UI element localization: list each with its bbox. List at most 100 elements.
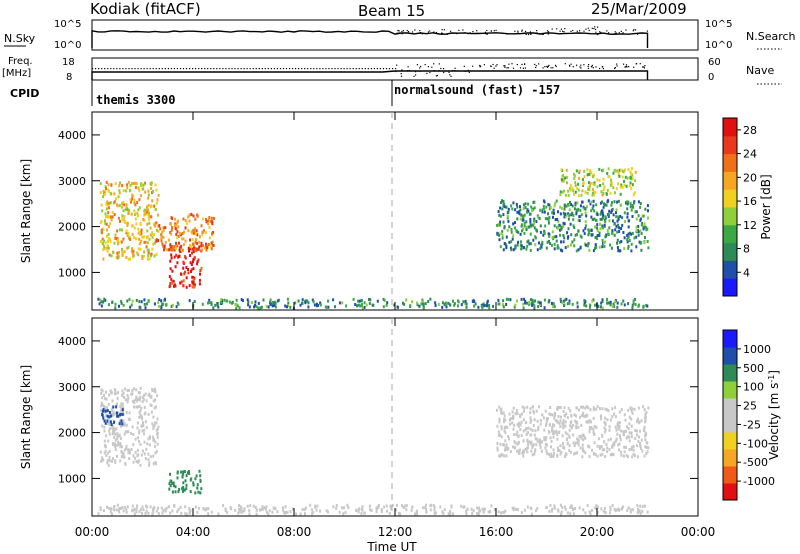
nsearch-point [612,33,614,35]
heatmap-cell [601,434,604,438]
nave-point [179,68,182,70]
heatmap-cell [601,193,604,197]
heatmap-cell [257,306,260,310]
heatmap-cell [107,183,110,187]
heatmap-cell [163,246,166,250]
heatmap-cell [586,503,589,507]
heatmap-cell [576,420,578,424]
heatmap-cell [543,232,546,235]
heatmap-cell [599,407,601,411]
nave-point [548,64,550,66]
heatmap-cell [161,242,164,246]
nave-point [185,68,188,70]
colorbar-swatch [723,483,737,501]
heatmap-cell [151,422,154,426]
nave-point [643,67,645,69]
heatmap-cell [503,242,506,246]
heatmap-cell [526,208,529,212]
nsearch-point [595,28,597,30]
heatmap-cell [104,443,107,447]
heatmap-cell [496,448,499,452]
heatmap-cell [579,415,582,419]
heatmap-cell [121,422,124,426]
heatmap-cell [107,206,110,210]
heatmap-cell [149,233,152,237]
heatmap-cell [131,389,134,393]
heatmap-cell [609,243,611,247]
heatmap-cell [643,454,646,458]
heatmap-cell [132,460,135,464]
nsearch-point [467,33,469,35]
heatmap-cell [522,418,525,422]
nsearch-point [646,30,648,32]
heatmap-cell [643,222,646,226]
heatmap-cell [590,215,593,219]
heatmap-cell [113,505,116,509]
heatmap-cell [150,181,153,185]
heatmap-cell [608,301,611,305]
heatmap-cell [599,217,602,221]
heatmap-cell [208,225,211,229]
heatmap-cell [140,182,143,186]
heatmap-cell [173,248,176,252]
nsky-label: N.Sky [4,32,36,45]
nave-point [295,68,297,70]
heatmap-cell [517,424,520,428]
heatmap-cell [568,428,571,432]
heatmap-cell [646,441,649,445]
heatmap-cell [120,240,123,244]
heatmap-cell [641,504,644,508]
heatmap-cell [129,451,131,455]
heatmap-cell [616,432,619,436]
heatmap-cell [121,184,124,188]
heatmap-cell [178,241,180,245]
heatmap-cell [521,229,523,233]
heatmap-cell [151,235,154,239]
heatmap-cell [593,173,596,177]
heatmap-cell [578,434,581,438]
heatmap-cell [522,306,525,310]
heatmap-cell [538,443,541,447]
heatmap-cell [100,408,103,412]
heatmap-cell [498,405,501,409]
nsearch-point [622,32,624,34]
nsearch-point [523,32,525,34]
heatmap-cell [175,305,178,309]
heatmap-cell [551,455,554,459]
heatmap-cell [143,440,146,444]
heatmap-cell [563,303,566,307]
heatmap-cell [605,442,608,446]
heatmap-cell [547,218,550,222]
heatmap-cell [482,510,485,514]
power-colorbar-swatches [723,118,737,297]
heatmap-cell [571,240,574,244]
heatmap-cell [157,239,159,242]
heatmap-cell [104,449,107,453]
heatmap-cell [635,245,638,249]
nsearch-point [486,33,488,35]
heatmap-cell [593,425,596,429]
heatmap-cell [566,416,569,420]
velocity-xlabel: Time UT [366,540,417,554]
heatmap-cell [587,186,590,190]
heatmap-cell [547,203,550,206]
heatmap-cell [108,432,111,436]
heatmap-cell [176,470,179,474]
heatmap-cell [535,220,538,224]
heatmap-cell [549,455,552,458]
nsearch-point [591,27,593,29]
heatmap-cell [141,257,144,260]
heatmap-cell [566,181,568,185]
heatmap-cell [559,233,561,237]
heatmap-cell [609,508,612,512]
heatmap-cell [127,236,130,240]
heatmap-cell [501,303,504,307]
heatmap-cell [633,454,636,458]
heatmap-cell [630,186,633,190]
heatmap-cell [255,305,258,309]
heatmap-cell [554,430,557,434]
heatmap-cell [383,505,386,509]
heatmap-cell [148,237,151,241]
nsearch-point [594,26,596,28]
heatmap-cell [484,303,487,307]
